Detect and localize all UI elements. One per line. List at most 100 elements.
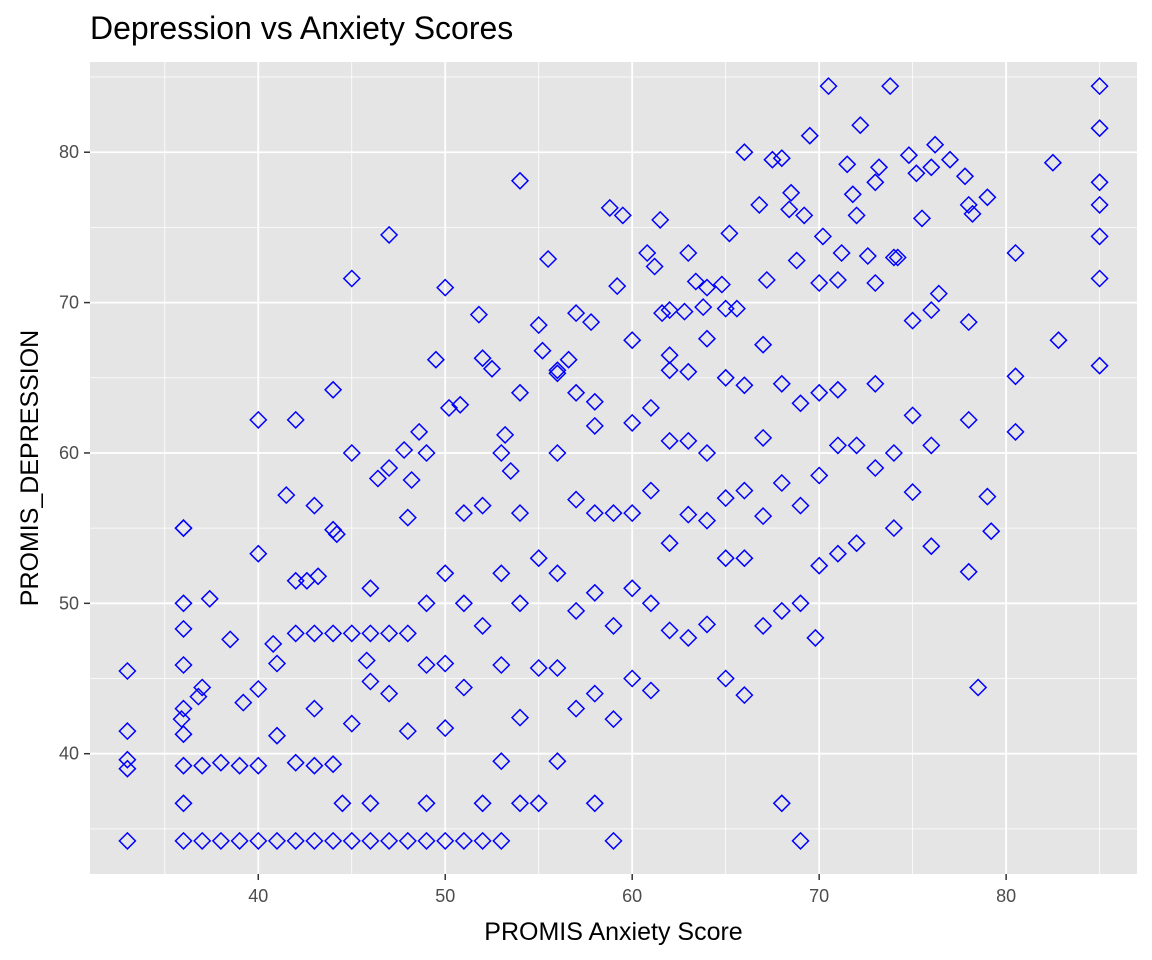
data-point [780,200,799,219]
data-point [567,383,586,402]
x-tick-labels: 40 50 60 70 80 [248,886,1016,906]
data-point [866,273,885,293]
data-point [267,831,287,850]
data-point [417,794,436,813]
data-point [436,278,455,297]
data-point [221,630,240,649]
data-point [851,116,870,135]
data-point [436,654,455,673]
data-point [922,301,941,320]
data-point [410,422,429,441]
data-point [679,243,698,263]
data-point [193,678,212,697]
data-point [473,349,492,368]
data-point [959,313,978,332]
data-point [249,756,268,775]
data-point [309,567,328,586]
data-point [922,436,941,455]
data-point [174,519,193,538]
data-point [940,150,960,169]
data-point [782,183,801,202]
y-axis-title: PROMIS_DEPRESSION [16,330,44,606]
data-point [978,487,997,506]
y-tick-label: 60 [59,443,79,463]
data-point [492,655,511,675]
data-point [716,489,735,508]
data-point [567,699,586,718]
data-point [772,601,791,620]
data-point [118,750,137,769]
data-point [398,508,417,527]
data-point [922,158,941,177]
data-point [926,135,945,154]
data-point [118,831,137,850]
data-point [791,394,810,413]
data-point [712,275,731,294]
data-point [585,392,604,411]
data-point [754,507,773,526]
data-point [959,562,978,581]
data-point [492,752,511,771]
data-point [791,496,810,515]
data-point [211,753,230,772]
data-point [912,209,932,228]
data-point [1006,367,1025,386]
data-points [118,77,1109,850]
data-point [582,313,601,332]
data-point [679,628,698,647]
data-point [469,305,488,324]
data-point [324,831,343,850]
data-point [884,443,903,463]
data-point [1090,227,1109,246]
data-point [249,410,268,429]
data-point [496,425,515,444]
data-point [585,794,604,813]
data-point [675,302,694,321]
data-point [361,624,380,643]
data-point [361,672,380,691]
data-point [230,831,249,850]
data-point [286,410,305,429]
data-point [638,243,657,263]
data-point [645,257,664,276]
data-point [600,198,619,217]
data-point [1090,356,1109,375]
data-point [436,564,455,583]
data-point [402,470,421,490]
data-point [660,534,679,553]
data-point [903,311,922,330]
data-point [800,126,819,145]
data-point [286,831,305,850]
data-point [395,440,414,460]
data-point [828,380,847,399]
plot-panel [90,62,1137,874]
data-point [858,246,877,266]
data-point [211,831,230,850]
data-point [660,431,679,450]
data-point [267,654,287,673]
data-point [608,277,627,296]
data-point [791,831,810,850]
data-point [838,155,857,174]
data-point [234,693,253,712]
data-point [297,571,316,590]
data-point [174,725,193,744]
data-point [735,143,754,162]
data-point [357,651,376,670]
data-point [454,504,473,523]
data-point [641,594,660,613]
y-tick-label: 40 [59,744,79,764]
data-point [380,831,399,850]
data-point [482,359,502,378]
data-point [903,483,922,502]
data-point [286,624,305,643]
data-point [679,362,698,381]
data-point [510,383,530,402]
data-point [813,227,832,246]
data-point [492,443,511,463]
data-point [451,395,470,414]
data-point [529,658,548,678]
data-point [324,755,343,774]
data-point [436,831,455,850]
